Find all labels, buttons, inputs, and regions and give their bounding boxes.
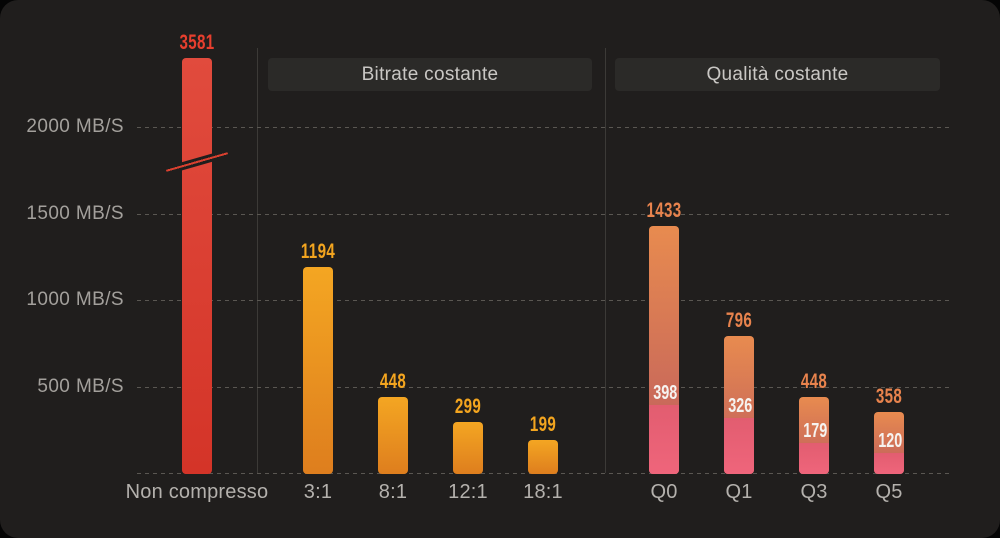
bar-q1: 326: [724, 336, 754, 474]
x-tick-label-8-1: 8:1: [378, 481, 408, 503]
bar-value-label: 3581: [179, 31, 215, 54]
bar-q3: 179: [799, 396, 829, 474]
x-tick-label-q3: Q3: [800, 481, 828, 503]
bar-non-compresso: [182, 58, 212, 474]
y-axis-label-1000: 1000 MB/S: [26, 289, 124, 310]
bar-sub-value-label: 120: [878, 430, 903, 453]
bar-value-label: 448: [379, 369, 407, 393]
gridline-2000: [137, 127, 950, 128]
section-divider-right: [605, 48, 606, 473]
bar-q5: 120: [874, 412, 904, 474]
y-axis-label-1500: 1500 MB/S: [26, 202, 124, 224]
x-tick-label-q5: Q5: [875, 481, 903, 503]
bar-sub-segment: [874, 453, 904, 474]
bar-value-label: 448: [800, 369, 828, 393]
x-tick-label-12-1: 12:1: [448, 481, 488, 503]
section-header-qualita-costante: Qualità costante: [615, 58, 940, 91]
section-header-label: Bitrate costante: [361, 64, 499, 85]
bar-sub-value-label: 398: [653, 382, 678, 405]
bar-sub-value-label: 179: [803, 420, 828, 443]
x-tick-label-q0: Q0: [650, 481, 678, 503]
x-tick-label-3-1: 3:1: [303, 481, 333, 503]
gridline-1500: [137, 213, 950, 215]
bar-value-label: 358: [875, 385, 903, 409]
bar-value-label: 1194: [300, 240, 336, 264]
bar-value-label: 299: [454, 395, 482, 419]
x-tick-label-q1: Q1: [725, 481, 753, 503]
section-divider-left: [257, 48, 258, 473]
bar-3-1: [303, 267, 333, 474]
gridline-500: [137, 386, 950, 388]
bar-value-label: 199: [529, 412, 557, 436]
bar-value-label: 1433: [646, 199, 682, 223]
bar-sub-segment: [799, 443, 829, 474]
section-header-bitrate-costante: Bitrate costante: [268, 58, 592, 91]
bar-12-1: [453, 422, 483, 474]
x-tick-label-18-1: 18:1: [523, 481, 563, 503]
bar-sub-segment: [649, 405, 679, 474]
y-axis-label-2000: 2000 MB/S: [26, 116, 124, 137]
bar-sub-value-label: 326: [728, 394, 753, 417]
bar-sub-segment: [724, 417, 754, 474]
section-header-label: Qualità costante: [706, 64, 849, 85]
bar-value-label: 796: [725, 309, 753, 333]
gridline-1000: [137, 300, 950, 301]
y-axis-label-500: 500 MB/S: [37, 375, 124, 397]
bar-18-1: [528, 439, 558, 474]
x-tick-label-non-compresso: Non compresso: [125, 481, 269, 503]
bar-8-1: [378, 396, 408, 474]
bar-q0: 398: [649, 226, 679, 474]
